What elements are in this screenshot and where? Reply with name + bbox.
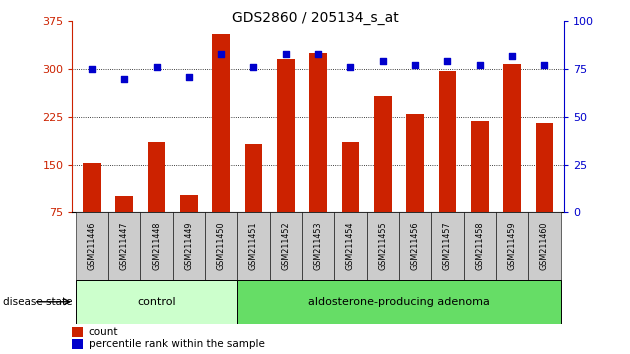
Text: GSM211459: GSM211459 — [508, 222, 517, 270]
Bar — [108, 212, 140, 280]
Point — [119, 76, 129, 81]
Bar — [367, 212, 399, 280]
Point — [216, 51, 226, 57]
Point — [507, 53, 517, 58]
Text: GSM211450: GSM211450 — [217, 222, 226, 270]
Bar — [432, 212, 464, 280]
Point — [442, 58, 452, 64]
Text: percentile rank within the sample: percentile rank within the sample — [89, 339, 265, 349]
Text: GSM211447: GSM211447 — [120, 222, 129, 270]
Bar — [72, 327, 83, 337]
Bar — [238, 280, 561, 324]
Text: GSM211460: GSM211460 — [540, 222, 549, 270]
Text: GSM211451: GSM211451 — [249, 222, 258, 270]
Text: GSM211448: GSM211448 — [152, 222, 161, 270]
Text: GSM211452: GSM211452 — [282, 222, 290, 270]
Bar — [173, 212, 205, 280]
Bar — [406, 114, 424, 260]
Bar — [471, 121, 489, 260]
Bar — [83, 163, 101, 260]
Point — [248, 64, 258, 70]
Bar — [341, 142, 359, 260]
Point — [539, 62, 549, 68]
Point — [475, 62, 485, 68]
Bar — [76, 280, 238, 324]
Text: control: control — [137, 297, 176, 307]
Bar — [503, 64, 521, 260]
Point — [87, 66, 97, 72]
Text: GSM211453: GSM211453 — [314, 222, 323, 270]
Point — [378, 58, 388, 64]
Point — [184, 74, 194, 80]
Bar — [399, 212, 432, 280]
Point — [151, 64, 161, 70]
Bar — [277, 59, 295, 260]
Point — [281, 51, 291, 57]
Text: GSM211457: GSM211457 — [443, 222, 452, 270]
Bar — [374, 96, 392, 260]
Bar — [238, 212, 270, 280]
Bar — [438, 71, 456, 260]
Bar — [270, 212, 302, 280]
Text: disease state: disease state — [3, 297, 72, 307]
Bar — [115, 196, 133, 260]
Bar — [147, 142, 166, 260]
Bar — [335, 212, 367, 280]
Text: GSM211458: GSM211458 — [475, 222, 484, 270]
Text: GSM211454: GSM211454 — [346, 222, 355, 270]
Bar — [464, 212, 496, 280]
Text: GSM211455: GSM211455 — [378, 222, 387, 270]
Point — [313, 51, 323, 57]
Point — [410, 62, 420, 68]
Text: GSM211456: GSM211456 — [411, 222, 420, 270]
Bar — [72, 339, 83, 349]
Bar — [309, 53, 327, 260]
Text: aldosterone-producing adenoma: aldosterone-producing adenoma — [308, 297, 490, 307]
Bar — [76, 212, 108, 280]
Point — [345, 64, 355, 70]
Bar — [536, 123, 553, 260]
Text: GSM211446: GSM211446 — [88, 222, 96, 270]
Bar — [212, 34, 230, 260]
Bar — [244, 144, 262, 260]
Bar — [205, 212, 238, 280]
Bar — [529, 212, 561, 280]
Bar — [496, 212, 529, 280]
Text: count: count — [89, 327, 118, 337]
Bar — [302, 212, 335, 280]
Bar — [180, 195, 198, 260]
Text: GDS2860 / 205134_s_at: GDS2860 / 205134_s_at — [232, 11, 398, 25]
Bar — [140, 212, 173, 280]
Text: GSM211449: GSM211449 — [185, 222, 193, 270]
